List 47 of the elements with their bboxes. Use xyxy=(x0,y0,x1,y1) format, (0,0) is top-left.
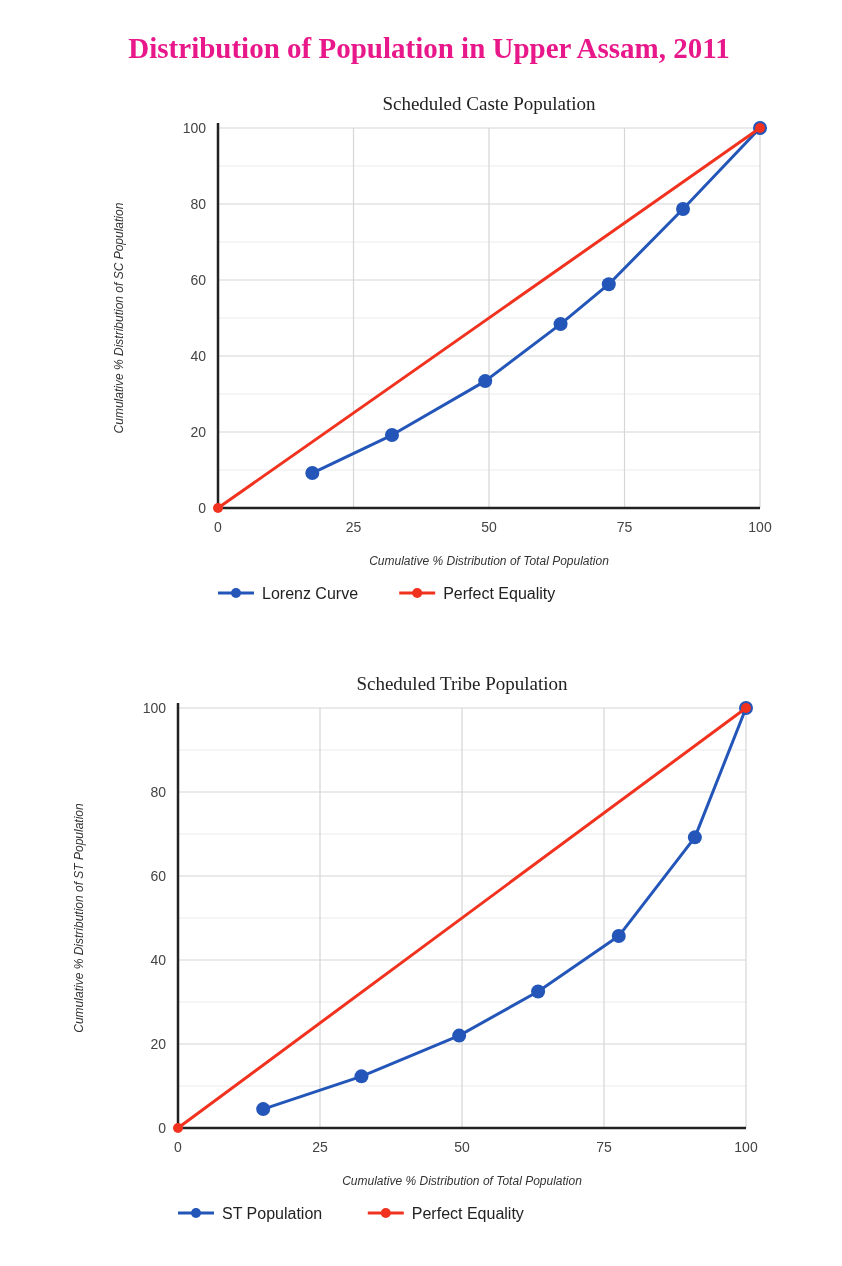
y-tick-label: 80 xyxy=(150,784,167,800)
x-tick-label: 100 xyxy=(748,519,772,535)
x-axis-title: Cumulative % Distribution of Total Population xyxy=(342,1174,583,1188)
y-tick-label: 0 xyxy=(198,500,207,516)
point xyxy=(173,1123,183,1133)
point xyxy=(687,830,702,845)
x-tick-label: 25 xyxy=(345,519,362,535)
point xyxy=(601,277,616,292)
y-axis-title: Cumulative % Distribution of ST Population xyxy=(72,802,86,1033)
legend-label: ST Population xyxy=(222,1205,323,1222)
point xyxy=(256,1102,271,1117)
chart-title: Scheduled Tribe Population xyxy=(356,673,569,694)
y-tick-label: 20 xyxy=(190,424,207,440)
x-tick-label: 0 xyxy=(214,519,223,535)
point xyxy=(384,428,399,443)
point xyxy=(213,503,223,513)
point xyxy=(305,466,320,481)
legend-label: Perfect Equality xyxy=(411,1205,524,1222)
x-tick-label: 0 xyxy=(174,1139,183,1155)
y-axis-title: Cumulative % Distribution of SC Population xyxy=(112,202,126,434)
x-axis-title: Cumulative % Distribution of Total Population xyxy=(369,554,610,568)
y-tick-label: 100 xyxy=(182,120,207,136)
point xyxy=(676,201,691,216)
point xyxy=(553,317,568,332)
x-tick-label: 75 xyxy=(616,519,633,535)
y-tick-label: 60 xyxy=(150,868,167,884)
x-tick-label: 75 xyxy=(596,1139,612,1155)
y-tick-label: 40 xyxy=(190,348,207,364)
chart-title: Distribution of Population in Upper Assam, 2011 xyxy=(128,32,730,64)
y-tick-label: 20 xyxy=(150,1036,167,1052)
y-tick-label: 0 xyxy=(158,1120,167,1136)
x-tick-label: 100 xyxy=(734,1139,758,1155)
x-tick-label: 50 xyxy=(454,1139,470,1155)
point xyxy=(452,1028,467,1043)
x-tick-label: 50 xyxy=(481,519,497,535)
point xyxy=(478,374,493,389)
y-tick-label: 60 xyxy=(190,272,207,288)
point xyxy=(354,1069,369,1084)
point xyxy=(611,929,626,944)
y-tick-label: 40 xyxy=(150,952,167,968)
x-tick-label: 25 xyxy=(312,1139,328,1155)
y-tick-label: 100 xyxy=(142,700,167,716)
legend-label: Lorenz Curve xyxy=(262,585,359,602)
chart-subtitle: Scheduled Caste Population xyxy=(382,93,597,114)
point xyxy=(531,984,546,999)
legend-label: Perfect Equality xyxy=(443,585,556,602)
y-tick-label: 80 xyxy=(190,196,207,212)
